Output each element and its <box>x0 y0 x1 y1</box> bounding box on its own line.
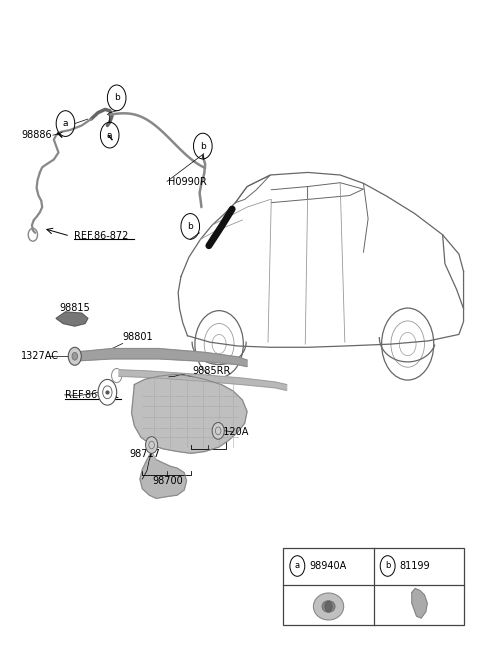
Text: a: a <box>107 131 112 140</box>
Text: a: a <box>63 119 68 128</box>
Polygon shape <box>119 370 287 390</box>
Polygon shape <box>79 348 247 367</box>
Text: 9885RR: 9885RR <box>192 365 231 376</box>
Polygon shape <box>412 588 427 618</box>
Circle shape <box>68 347 81 365</box>
Circle shape <box>212 422 224 440</box>
Text: b: b <box>187 222 193 231</box>
Text: 98815: 98815 <box>60 303 90 313</box>
Text: 98700: 98700 <box>153 476 183 486</box>
Text: REF.86-872: REF.86-872 <box>74 231 128 241</box>
Text: b: b <box>200 142 206 151</box>
Text: b: b <box>114 93 120 102</box>
Circle shape <box>98 379 117 405</box>
Polygon shape <box>140 451 187 499</box>
Text: 81199: 81199 <box>399 561 430 571</box>
Ellipse shape <box>313 593 344 620</box>
Circle shape <box>325 602 332 611</box>
Text: 98940A: 98940A <box>309 561 346 571</box>
Circle shape <box>72 352 78 360</box>
Ellipse shape <box>322 601 335 612</box>
Text: b: b <box>385 562 390 571</box>
Text: 98120A: 98120A <box>211 427 249 437</box>
Text: 98801: 98801 <box>123 332 154 342</box>
Polygon shape <box>132 375 247 453</box>
Text: REF.86-871: REF.86-871 <box>64 390 119 400</box>
Text: 98886: 98886 <box>21 130 51 140</box>
Text: 1327AC: 1327AC <box>21 351 59 361</box>
Text: 98717: 98717 <box>129 449 160 459</box>
Circle shape <box>145 437 157 453</box>
FancyBboxPatch shape <box>283 548 464 625</box>
Text: a: a <box>295 562 300 571</box>
Text: H0990R: H0990R <box>168 177 207 187</box>
Polygon shape <box>56 312 88 326</box>
